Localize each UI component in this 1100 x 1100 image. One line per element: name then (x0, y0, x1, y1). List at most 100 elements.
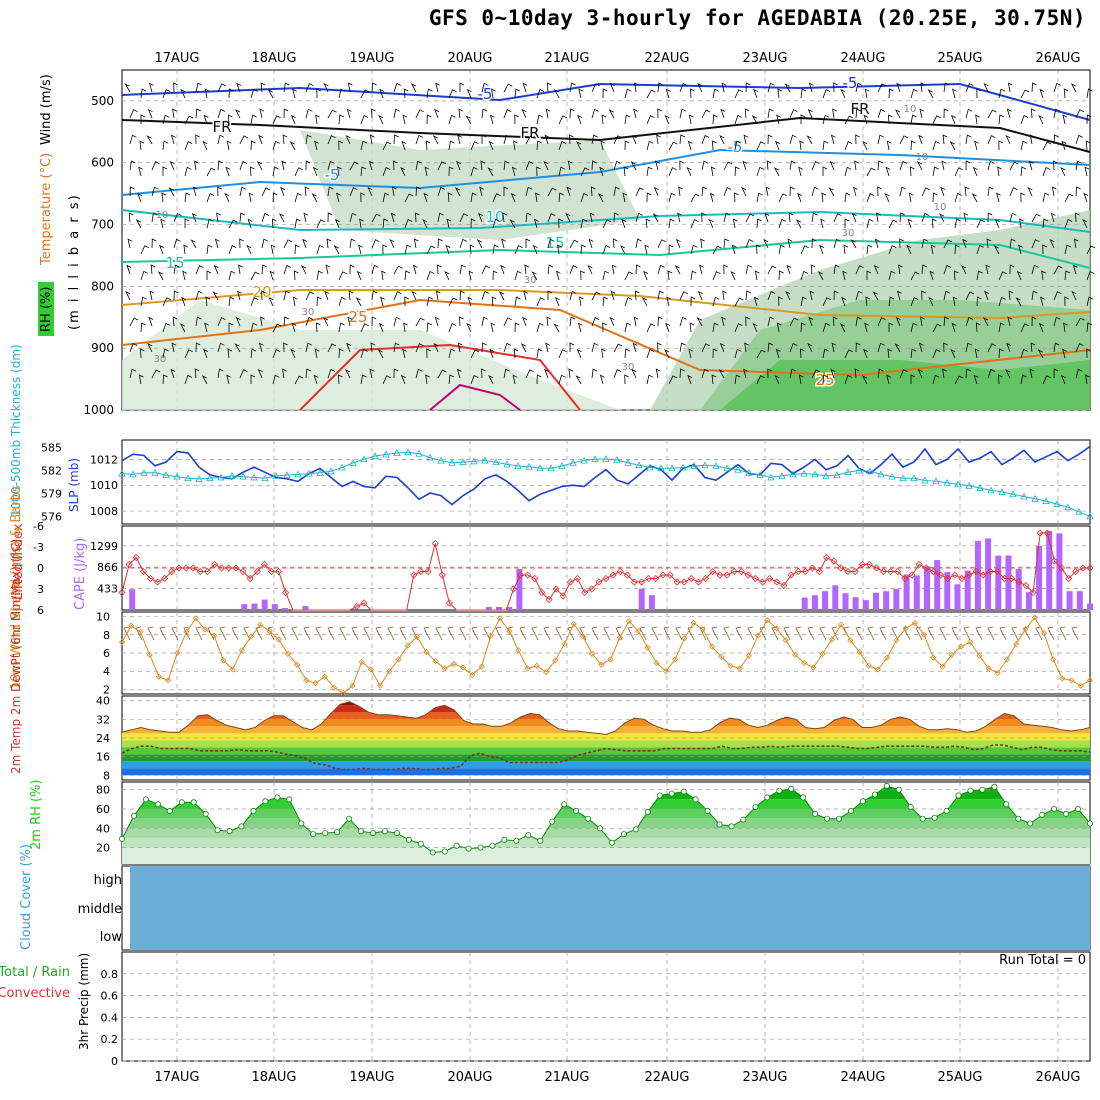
wind-barb (789, 134, 797, 145)
li-point (438, 571, 446, 579)
li-point (189, 564, 197, 572)
rh-point (262, 798, 269, 805)
rh-point (597, 825, 604, 832)
li-point (687, 574, 695, 583)
temperature-band (122, 761, 1090, 769)
wind-barb (723, 238, 730, 249)
wind-barb (304, 186, 310, 197)
wind-barb (543, 160, 549, 171)
wind-barb (575, 141, 582, 151)
wind-barb (140, 88, 147, 99)
isotherm-label: FR (850, 100, 869, 118)
wind-barb (580, 192, 589, 203)
wind-barb (129, 342, 138, 353)
chart-title: GFS 0~10day 3-hourly for AGEDABIA (20.25… (428, 6, 1086, 30)
wind-barb (192, 186, 198, 197)
wind-barb (624, 296, 633, 307)
rh-point (465, 845, 472, 852)
wind-speed-point (635, 628, 642, 635)
wind-barb (745, 238, 754, 249)
wind-barb (447, 192, 453, 203)
isotherm-label: -5 (843, 74, 858, 92)
rh-contour-label: 10 (904, 104, 917, 115)
li-point (894, 567, 902, 576)
isotherm-line (121, 148, 1091, 196)
wind-barb (305, 368, 311, 379)
wind-barb (267, 89, 274, 99)
wind-barb (1015, 297, 1022, 307)
wind-barb (1030, 342, 1036, 353)
wind-speed-point (248, 633, 255, 640)
wind-barb (872, 291, 879, 301)
wind-barb (470, 218, 476, 229)
wind-barb (635, 187, 644, 197)
wind-barb (173, 238, 181, 249)
cape-bar (129, 589, 136, 610)
wind-barb (777, 88, 783, 99)
wind-barb (610, 290, 616, 301)
wind-barb (613, 369, 622, 379)
wind-barb (535, 192, 540, 203)
surface-wind-barb (627, 626, 635, 641)
wind-barb (536, 140, 542, 151)
wind-barb (290, 114, 296, 125)
wind-barb (212, 291, 219, 301)
rh-point (728, 823, 735, 830)
li-point (808, 564, 816, 572)
wind-barb (1075, 212, 1080, 223)
wind-barb (819, 244, 824, 255)
isotherm-line (121, 289, 1091, 320)
wind-barb (239, 212, 245, 223)
wind-barb (688, 348, 694, 359)
wind-barb (129, 317, 139, 327)
thickness-point (635, 461, 643, 469)
wind-barb (635, 212, 643, 223)
wind-barb (1086, 348, 1091, 359)
wind-barb (954, 192, 962, 203)
rh-point (130, 812, 137, 819)
cape-bar (638, 588, 645, 610)
rh-point (334, 829, 341, 836)
thickness-point (415, 449, 423, 457)
cape-bar (1046, 530, 1053, 610)
surface-wind-barbs (123, 626, 1079, 641)
wind-barb (656, 134, 661, 145)
wind-barb (679, 82, 688, 93)
wind-barb (789, 160, 796, 171)
wind-barb (965, 83, 974, 93)
thickness-point (800, 469, 808, 477)
wind-barb (712, 88, 719, 99)
li-point (616, 567, 624, 576)
wind-barb (391, 186, 397, 197)
surface-wind-barb (291, 626, 299, 641)
wind-barb (448, 114, 456, 125)
wind-barb (393, 316, 401, 327)
rh-point (943, 807, 950, 814)
surface-wind-barb (495, 626, 503, 641)
wind-barb (828, 187, 835, 197)
thickness-point (217, 473, 225, 481)
wind-barb (1064, 218, 1073, 229)
wind-barb (822, 89, 831, 99)
wind-barb (1037, 349, 1044, 359)
surface-wind-barb (831, 626, 839, 641)
wind-barb (283, 316, 289, 327)
thickness-point (294, 470, 302, 478)
cape-bar (485, 607, 492, 610)
rh-point (561, 801, 568, 808)
wind-speed-point (487, 632, 494, 639)
wind-speed-point (653, 659, 660, 667)
wind-barb (415, 212, 420, 223)
wind-tick-label: 8 (103, 629, 110, 642)
wind-speed-point (460, 664, 467, 671)
li-point (524, 571, 532, 579)
wind-barb (312, 166, 318, 177)
wind-barb (228, 219, 238, 229)
wind-barb (513, 348, 519, 359)
wind-barb (1007, 316, 1013, 327)
wind-barb (764, 212, 770, 223)
wind-barb (941, 160, 947, 171)
rh2m-axis-label: 2m RH (%) (29, 779, 44, 850)
cape-bar (302, 606, 309, 610)
wind-barb (753, 296, 759, 307)
